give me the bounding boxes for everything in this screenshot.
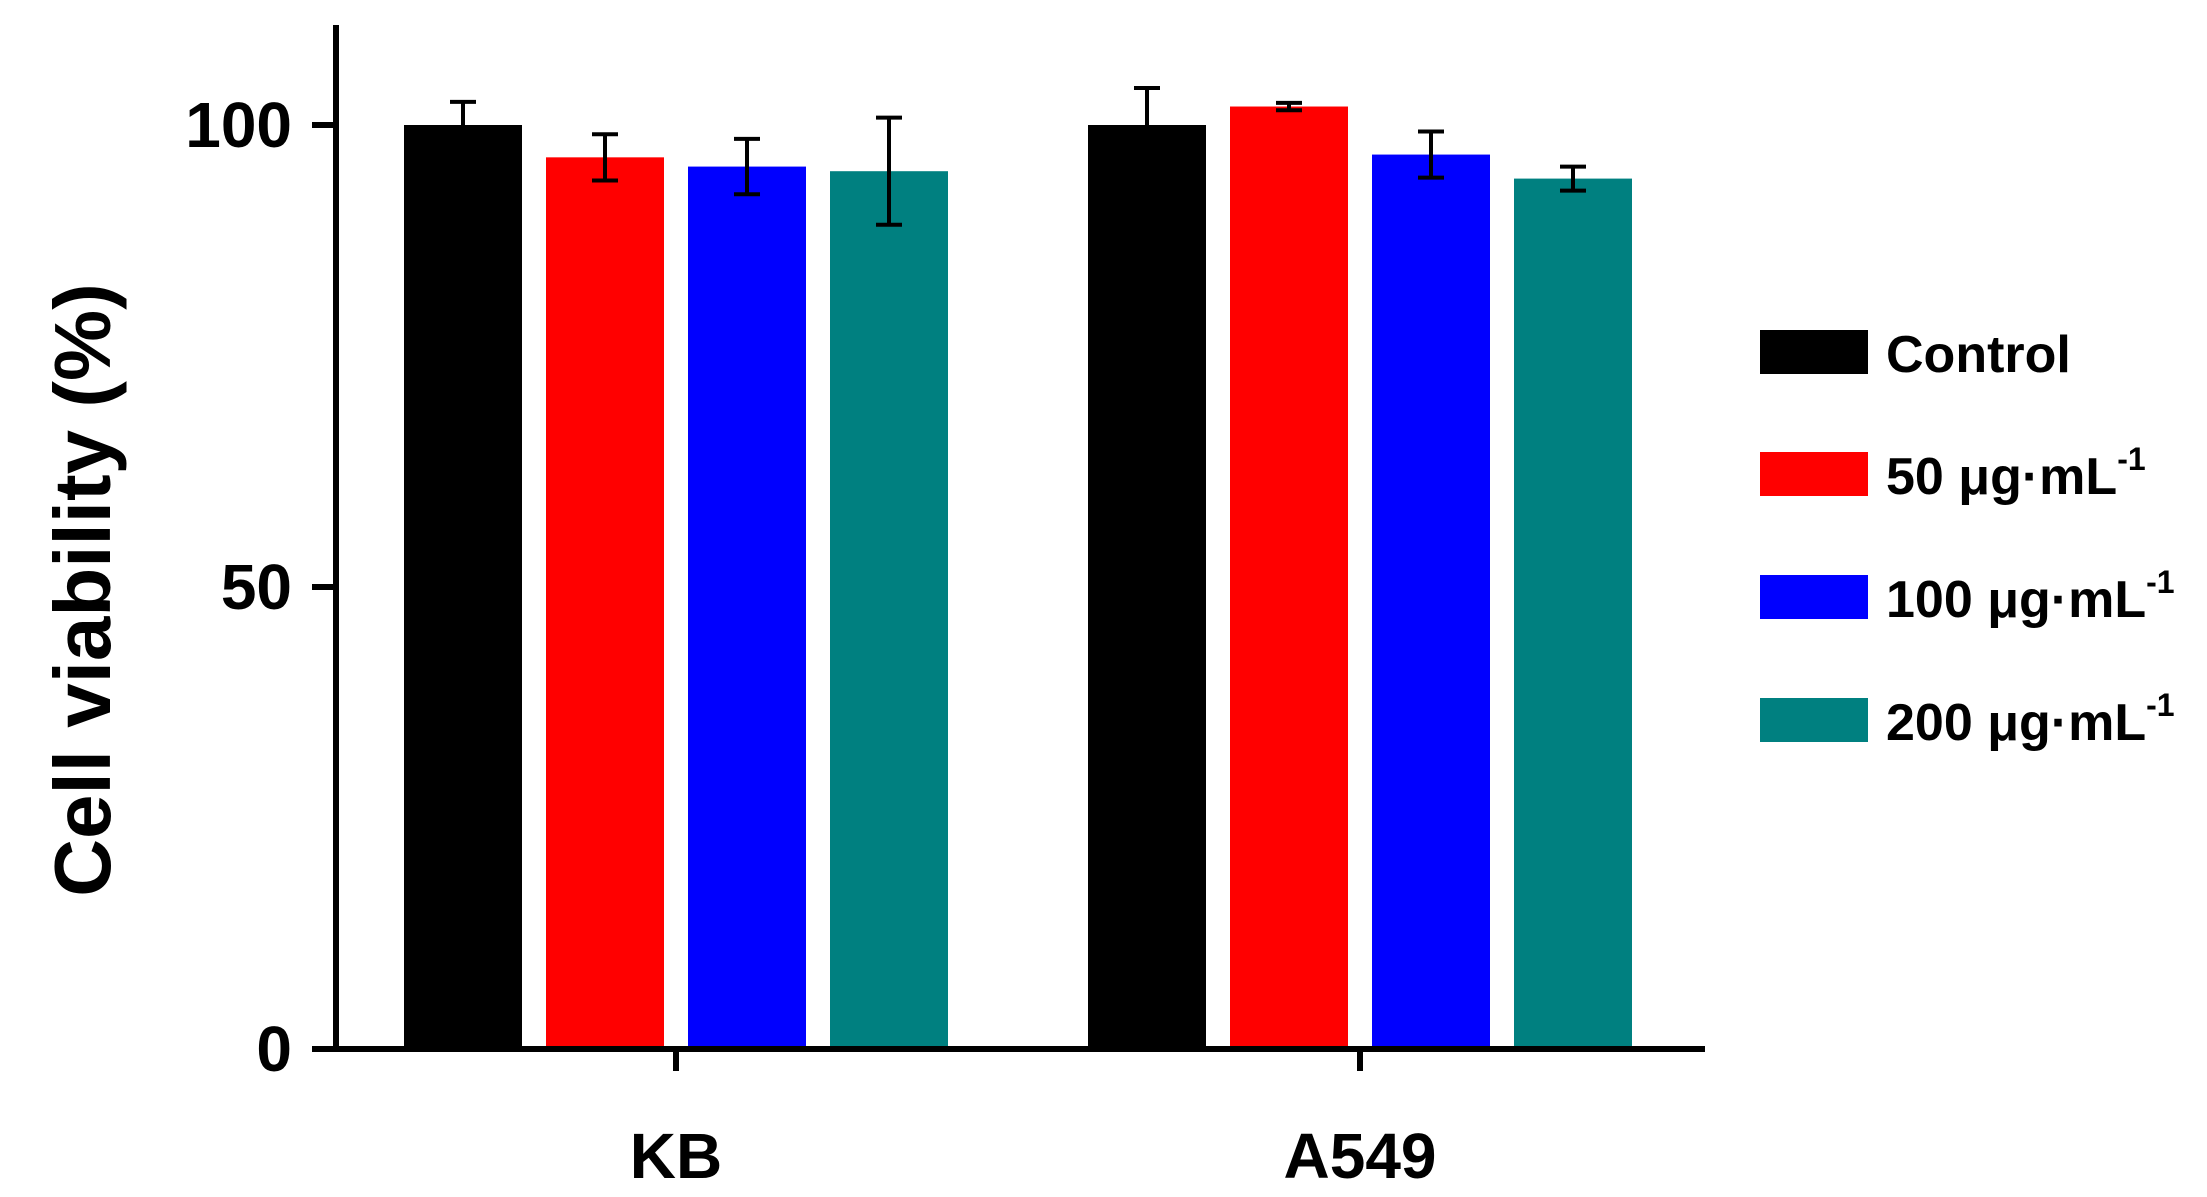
y-tick-label-100: 100 — [185, 89, 292, 161]
legend: Control 50 μg·mL-1 100 μg·mL-1 200 μg·mL-1 — [1760, 326, 2175, 752]
legend-label-1: 50 μg·mL-1 — [1886, 441, 2146, 506]
error-bar-a549-0 — [1134, 86, 1160, 164]
legend-item-0: Control — [1760, 326, 2071, 384]
error-bar-a549-2 — [1418, 129, 1444, 180]
y-axis-title: Cell viability (%) — [38, 283, 127, 896]
bar-a549-3 — [1514, 178, 1632, 1050]
error-bar-kb-3 — [876, 115, 902, 227]
legend-swatch-3 — [1760, 698, 1868, 742]
bar-kb-3 — [830, 171, 948, 1049]
axes-layer — [312, 25, 1705, 1052]
legend-label-0: Control — [1886, 326, 2071, 384]
y-tick-label-0: 0 — [256, 1013, 292, 1085]
error-bars-layer — [450, 86, 1586, 227]
error-bar-a549-3 — [1560, 164, 1586, 193]
bar-kb-0 — [404, 125, 522, 1049]
bars-layer — [404, 106, 1632, 1050]
legend-item-1: 50 μg·mL-1 — [1760, 441, 2146, 506]
bar-kb-1 — [546, 157, 664, 1050]
error-bar-a549-1 — [1276, 100, 1302, 113]
error-bar-kb-0 — [450, 99, 476, 151]
legend-item-2: 100 μg·mL-1 — [1760, 564, 2175, 629]
bar-a549-2 — [1372, 154, 1490, 1049]
bar-kb-2 — [688, 166, 806, 1049]
x-tick-label-a549: A549 — [1284, 1120, 1437, 1192]
legend-label-2: 100 μg·mL-1 — [1886, 564, 2175, 629]
legend-swatch-0 — [1760, 330, 1868, 374]
x-tick-label-kb: KB — [630, 1120, 722, 1192]
error-bar-kb-1 — [592, 132, 618, 183]
y-tick-label-50: 50 — [221, 551, 292, 623]
legend-label-3: 200 μg·mL-1 — [1886, 687, 2175, 752]
legend-swatch-2 — [1760, 575, 1868, 619]
error-bar-kb-2 — [734, 136, 760, 197]
bar-a549-1 — [1230, 106, 1348, 1049]
legend-swatch-1 — [1760, 452, 1868, 496]
legend-item-3: 200 μg·mL-1 — [1760, 687, 2175, 752]
ticks-layer: 0 50 100 KB A549 — [185, 89, 1436, 1192]
bar-a549-0 — [1088, 125, 1206, 1049]
